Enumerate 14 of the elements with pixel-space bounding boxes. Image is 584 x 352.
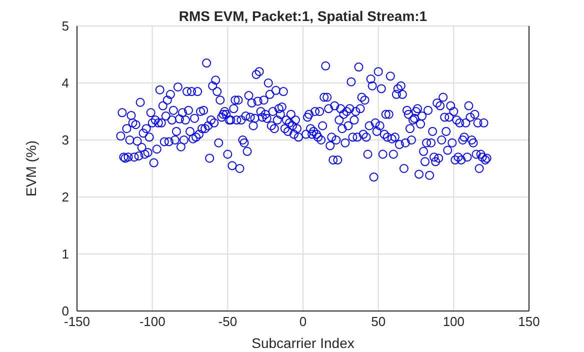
x-tick-label: -100 (139, 314, 166, 330)
y-tick-label: 5 (62, 18, 69, 34)
y-tick-label: 1 (62, 246, 69, 262)
chart-title: RMS EVM, Packet:1, Spatial Stream:1 (178, 8, 428, 24)
x-tick-label: -50 (218, 314, 238, 330)
x-axis-title: Subcarrier Index (252, 335, 354, 351)
y-tick-label: 2 (62, 190, 69, 205)
x-tick-label: 100 (442, 314, 465, 330)
x-tick-label: 0 (299, 314, 307, 330)
y-axis-title: EVM (%) (22, 140, 39, 196)
y-tick-label: 3 (62, 132, 69, 148)
x-tick-label: 150 (518, 314, 540, 330)
x-tick-label: 50 (371, 314, 386, 330)
y-tick-label: 4 (62, 76, 69, 91)
